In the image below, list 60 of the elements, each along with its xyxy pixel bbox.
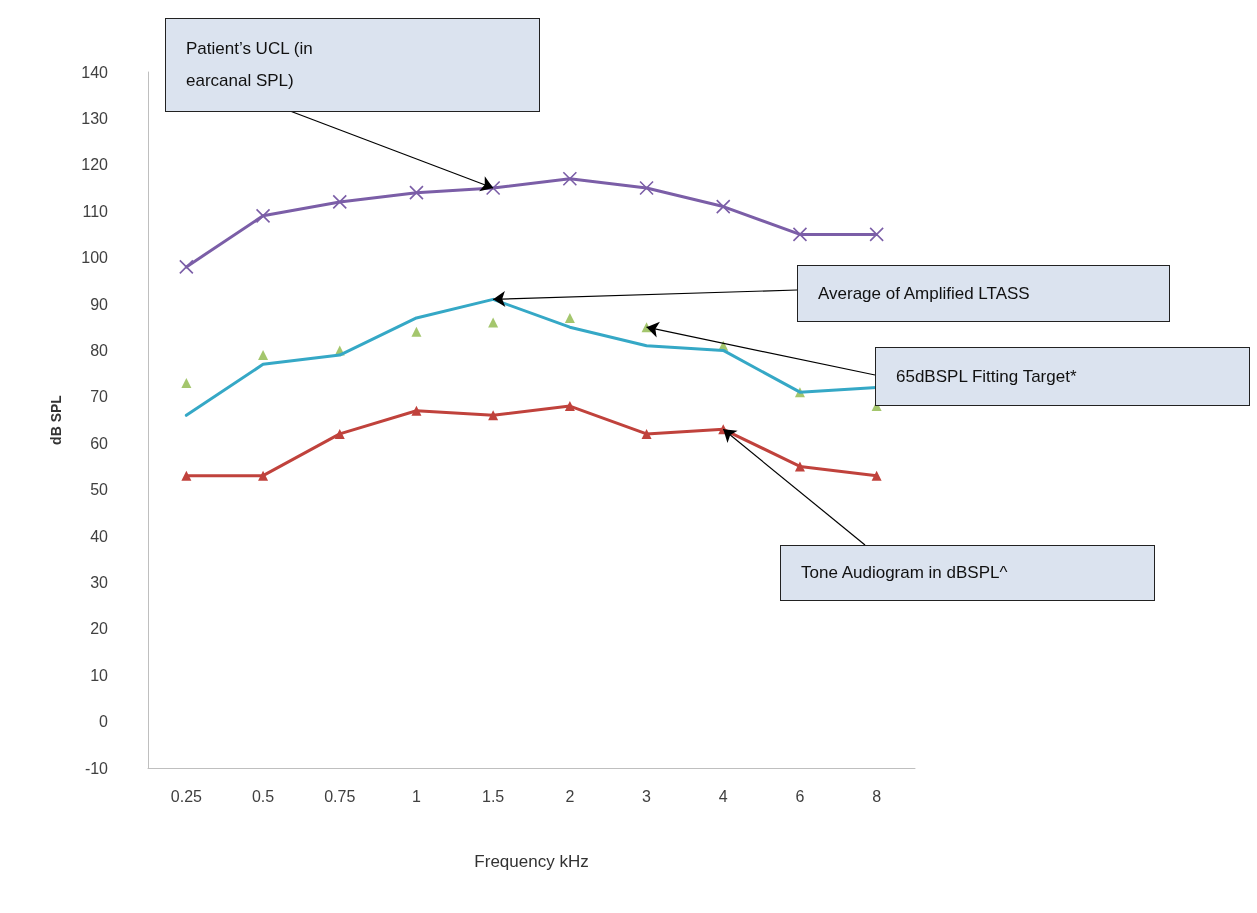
y-tick-label: 100 (81, 249, 109, 267)
point (562, 171, 578, 187)
point (411, 405, 422, 416)
annotation: Average of Amplified LTASS (818, 282, 1031, 305)
x-tick-label: 8 (872, 787, 882, 805)
point (411, 326, 422, 337)
x-tick-label: 0.75 (324, 787, 356, 805)
point (641, 428, 652, 439)
annotation: Patient’s UCL (in earcanal SPL) (186, 38, 314, 92)
point (794, 461, 805, 472)
point (792, 227, 808, 242)
point (488, 317, 499, 328)
x-tick-label: 6 (795, 787, 805, 805)
x-tick-label: 1 (412, 787, 421, 805)
y-tick-label: 50 (90, 481, 109, 499)
y-tick-label: 0 (99, 713, 109, 731)
point (639, 180, 654, 196)
point (258, 470, 269, 481)
point (409, 185, 424, 200)
annotation: Tone Audiogram in dBSPL^ (801, 562, 1009, 584)
y-tick-label: 90 (90, 295, 109, 313)
y-tick-label: 80 (90, 341, 109, 359)
point (564, 312, 575, 323)
x-tick-label: 3 (642, 787, 652, 805)
point (332, 194, 348, 210)
point (334, 428, 345, 439)
point (564, 401, 575, 412)
callout-box: Average of Amplified LTASS (797, 265, 1170, 322)
y-axis-title: dB SPL (48, 394, 64, 445)
point (715, 199, 731, 214)
y-tick-label: 60 (90, 434, 109, 452)
point (181, 470, 192, 481)
y-tick-label: 40 (90, 527, 109, 545)
y-tick-label: -10 (84, 759, 109, 777)
y-tick-label: 140 (81, 63, 109, 81)
point (871, 470, 882, 481)
callout-box: Patient’s UCL (in earcanal SPL) (165, 18, 540, 112)
point (488, 410, 499, 421)
y-tick-label: 70 (90, 388, 109, 406)
y-tick-label: 30 (90, 573, 109, 591)
x-tick-label: 1.5 (482, 787, 505, 805)
point (485, 180, 501, 196)
point (255, 208, 271, 224)
x-axis-title: Frequency kHz (474, 852, 589, 871)
point (258, 350, 269, 361)
annotation: 65dBSPL Fitting Target* (896, 365, 1078, 388)
x-tick-label: 2 (565, 787, 575, 805)
point (181, 377, 192, 388)
x-tick-label: 0.25 (170, 787, 203, 805)
y-tick-label: 20 (90, 620, 109, 638)
callout-box: Tone Audiogram in dBSPL^ (780, 545, 1155, 601)
y-tick-label: 110 (82, 202, 109, 220)
callout-box: 65dBSPL Fitting Target* (875, 347, 1250, 406)
point (869, 227, 884, 242)
y-tick-label: 120 (81, 156, 109, 174)
point (179, 259, 194, 275)
x-tick-label: 4 (718, 787, 728, 805)
y-tick-label: 10 (90, 666, 109, 684)
x-tick-label: 0.5 (251, 787, 275, 805)
y-tick-label: 130 (81, 109, 109, 127)
